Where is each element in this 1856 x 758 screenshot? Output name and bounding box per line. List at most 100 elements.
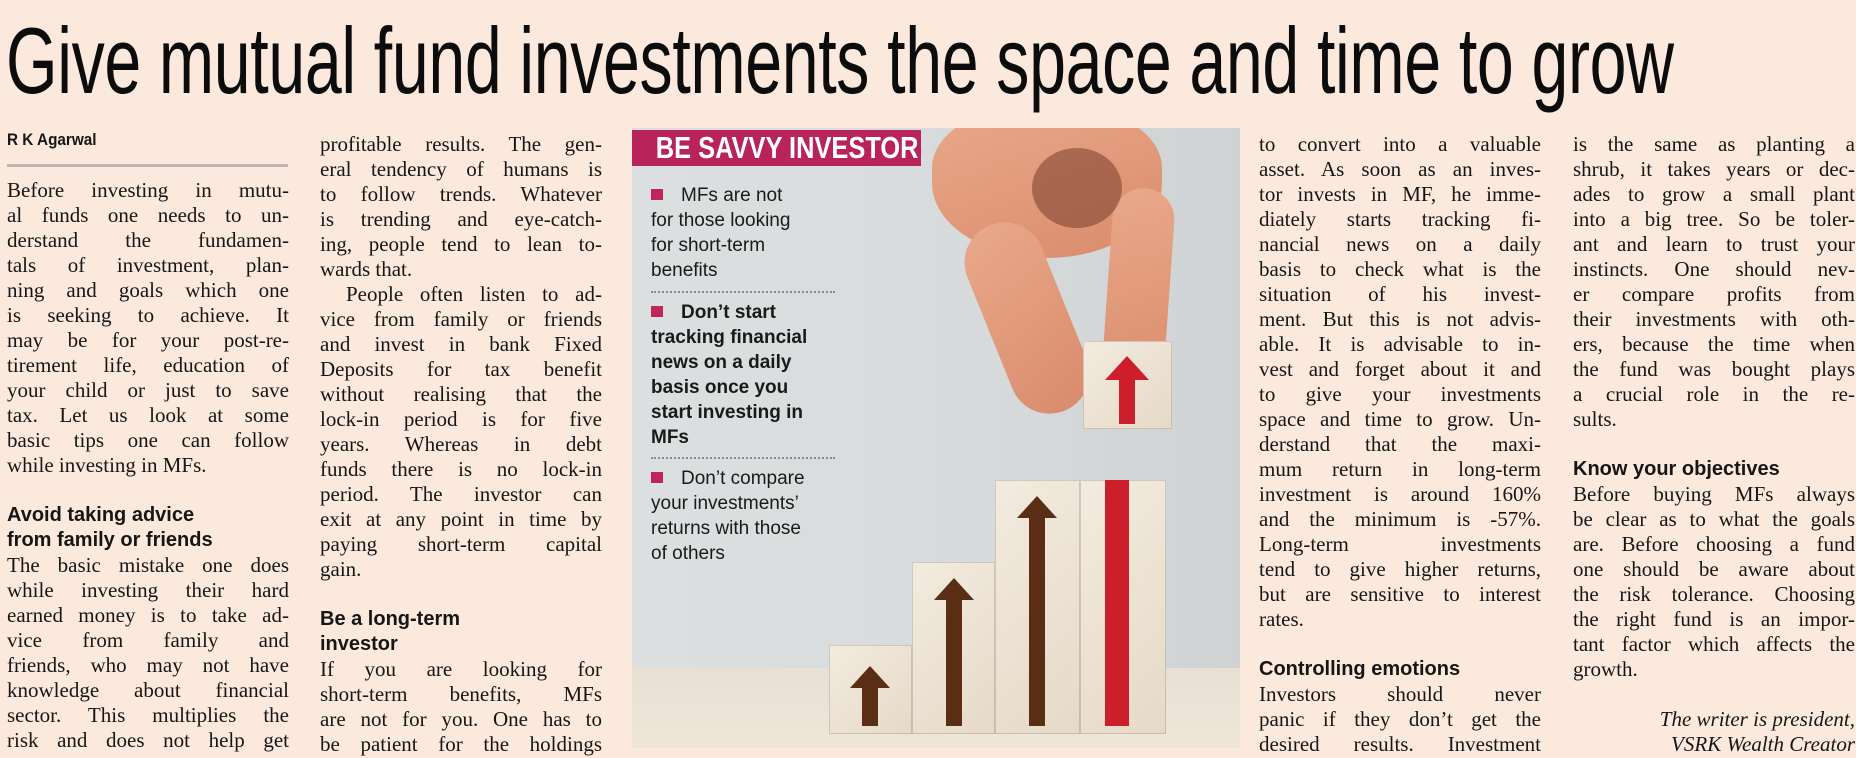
body-text-line: tirement life, education of xyxy=(7,353,289,377)
body-text-line: tals of investment, plan- xyxy=(7,253,289,277)
body-text-line: lock-in period is for five xyxy=(320,407,602,431)
body-text-line: to follow trends. Whatever xyxy=(320,182,602,206)
author-note: VSRK Wealth Creator xyxy=(1671,732,1855,756)
body-text-line: are. Before choosing a fund xyxy=(1573,532,1855,556)
body-text-line: short-term benefits, MFs xyxy=(320,682,602,706)
body-text-line: ing, people tend to lean to- xyxy=(320,232,602,256)
body-text-line: while investing their hard xyxy=(7,578,289,602)
body-text-line: investment is around 160% xyxy=(1259,482,1541,506)
article-column-4: is the same as planting a shrub, it takes… xyxy=(1573,132,1855,757)
body-text-line: the fund was bought plays xyxy=(1573,357,1855,381)
body-text-line: growth. xyxy=(1573,657,1638,681)
body-text-line: ment. But this is not advis- xyxy=(1259,307,1541,331)
sidebar-header: BE SAVVY INVESTOR xyxy=(632,130,921,166)
body-text-line: to give your investments xyxy=(1259,382,1541,406)
body-text-line: The basic mistake one does xyxy=(7,553,289,577)
paragraph-gap xyxy=(1573,432,1855,457)
body-text-line: wards that. xyxy=(320,257,413,281)
body-text-line: is seeking to achieve. It xyxy=(7,303,289,327)
body-text-line: sector. This multiplies the xyxy=(7,703,289,727)
body-text-line: exit at any point in time by xyxy=(320,507,602,531)
sidebar-tip-line: for short-term xyxy=(651,235,766,256)
body-text-line: to convert into a valuable xyxy=(1259,132,1541,156)
sidebar-tip-line: news on a daily xyxy=(651,352,792,373)
body-text-line: eral tendency of humans is xyxy=(320,157,602,181)
square-bullet-icon xyxy=(651,189,663,200)
sidebar-tip: MFs are not for those looking for short-te… xyxy=(651,183,836,283)
sidebar-tip-line: returns with those xyxy=(651,518,801,539)
body-text-line: without realising that the xyxy=(320,382,602,406)
sidebar-tip-line: your investments’ xyxy=(651,493,799,514)
body-text-line: period. The investor can xyxy=(320,482,602,506)
sidebar-tip-text: Don’t compare xyxy=(681,468,805,489)
body-text-line: derstand that the maxi- xyxy=(1259,432,1541,456)
article-column-3: to convert into a valuable asset. As soon… xyxy=(1259,132,1541,757)
sidebar-tip-line: basis once you xyxy=(651,377,789,398)
dotted-divider xyxy=(651,457,835,459)
body-text-line: funds there is no lock-in xyxy=(320,457,602,481)
body-text-line: tant factor which affects the xyxy=(1573,632,1855,656)
sidebar-title: BE SAVVY INVESTOR xyxy=(655,130,919,165)
body-text-line: one should be aware about xyxy=(1573,557,1855,581)
body-text-line: are not for you. One has to xyxy=(320,707,602,731)
body-text-line: Before buying MFs always xyxy=(1573,482,1855,506)
body-text-line: rates. xyxy=(1259,607,1304,631)
body-text-line: Before investing in mutu- xyxy=(7,178,289,202)
body-text-line: Investors should never xyxy=(1259,682,1541,706)
body-text-line: mum return in long-term xyxy=(1259,457,1541,481)
sidebar-tip-line: Don’t start xyxy=(651,300,836,325)
body-text-line: ades to grow a small plant xyxy=(1573,182,1855,206)
body-text-line: al funds one needs to un- xyxy=(7,203,289,227)
body-text-line: ant and learn to trust your xyxy=(1573,232,1855,256)
dotted-divider xyxy=(651,291,835,293)
section-heading: Be a long-term xyxy=(320,608,461,630)
body-text-line: the right fund is an impor- xyxy=(1573,607,1855,631)
body-text-line: asset. As soon as an inves- xyxy=(1259,157,1541,181)
sidebar-tip-line: MFs xyxy=(651,427,689,448)
body-text-line: nancial news on a daily xyxy=(1259,232,1541,256)
body-text-line: instincts. One should nev- xyxy=(1573,257,1855,281)
body-text-line: panic if they don’t get the xyxy=(1259,707,1541,731)
body-text-line: knowledge about financial xyxy=(7,678,289,702)
body-text-line: your child or just to save xyxy=(7,378,289,402)
body-text-line: vest and forget about it and xyxy=(1259,357,1541,381)
body-text-line: years. Whereas in debt xyxy=(320,432,602,456)
paragraph-gap xyxy=(7,478,289,503)
body-text-line: situation of his invest- xyxy=(1259,282,1541,306)
body-text-line: tend to give higher returns, xyxy=(1259,557,1541,581)
paragraph-gap xyxy=(1573,682,1855,707)
section-heading: from family or friends xyxy=(7,529,213,551)
byline-divider xyxy=(7,164,288,167)
body-text-line: their investments with oth- xyxy=(1573,307,1855,331)
body-text-line: paying short-term capital xyxy=(320,532,602,556)
body-text-line: is trending and eye-catch- xyxy=(320,207,602,231)
body-text-line: vice from family and xyxy=(7,628,289,652)
body-text-line: basic tips one can follow xyxy=(7,428,289,452)
author-note: The writer is president, xyxy=(1659,707,1855,731)
body-text-line: diately starts tracking fi- xyxy=(1259,207,1541,231)
sidebar-tip-line: for those looking xyxy=(651,210,791,231)
sidebar-tip-line: Don’t compare xyxy=(651,466,836,491)
byline: R K Agarwal xyxy=(7,130,97,149)
sidebar-tip-text: Don’t start xyxy=(681,302,776,323)
body-text-line: and the minimum is -57%. xyxy=(1259,507,1541,531)
headline: Give mutual fund investments the space a… xyxy=(6,8,1674,113)
body-text-line: profitable results. The gen- xyxy=(320,132,602,156)
body-text-line: space and time to grow. Un- xyxy=(1259,407,1541,431)
sidebar-tip: Don’t start tracking financial news on a d… xyxy=(651,300,836,450)
body-text-line: and invest in bank Fixed xyxy=(320,332,602,356)
sidebar-tip-line: start investing in xyxy=(651,402,804,423)
body-text-line: People often listen to ad- xyxy=(346,282,602,306)
body-text-line: ning and goals which one xyxy=(7,278,289,302)
section-heading: Avoid taking advice xyxy=(7,504,195,526)
paragraph-gap xyxy=(1259,632,1541,657)
article-column-1: Before investing in mutu-al funds one ne… xyxy=(7,178,289,753)
body-text-line: risk and does not help get xyxy=(7,728,289,752)
article-column-2: profitable results. The gen-eral tendenc… xyxy=(320,132,602,757)
sidebar-tip-line: tracking financial xyxy=(651,327,808,348)
body-text-line: tax. Let us look at some xyxy=(7,403,289,427)
body-text-line: derstand the fundamen- xyxy=(7,228,289,252)
body-text-line: be clear as to what the goals xyxy=(1573,507,1855,531)
section-heading: investor xyxy=(320,633,398,655)
body-text-line: tor invests in MF, he imme- xyxy=(1259,182,1541,206)
